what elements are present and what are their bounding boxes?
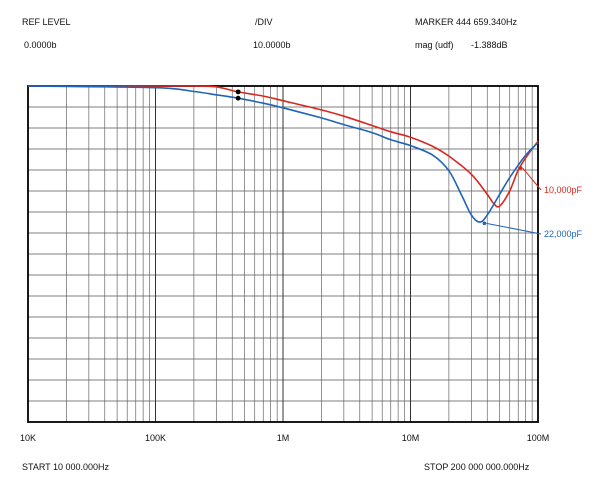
annotation-arrowhead	[483, 222, 487, 226]
annotation-arrowhead	[519, 166, 523, 170]
marker-point	[236, 96, 241, 101]
series-annotations: 10,000pF 22,000pF	[483, 166, 583, 239]
x-tick-label: 100K	[145, 433, 166, 443]
series-label: 22,000pF	[544, 229, 583, 239]
x-tick-labels: 10K 100K 1M 10M 100M	[20, 433, 549, 443]
annotation-leader	[486, 223, 541, 234]
x-tick-label: 10M	[402, 433, 420, 443]
marker-point	[236, 89, 241, 94]
marker-points	[236, 89, 241, 100]
x-tick-label: 1M	[277, 433, 290, 443]
chart-grid	[28, 86, 538, 422]
x-tick-label: 100M	[527, 433, 550, 443]
sweep-start: START 10 000.000Hz	[22, 462, 109, 472]
series-label: 10,000pF	[544, 185, 583, 195]
sweep-stop: STOP 200 000 000.000Hz	[424, 462, 529, 472]
x-tick-label: 10K	[20, 433, 36, 443]
